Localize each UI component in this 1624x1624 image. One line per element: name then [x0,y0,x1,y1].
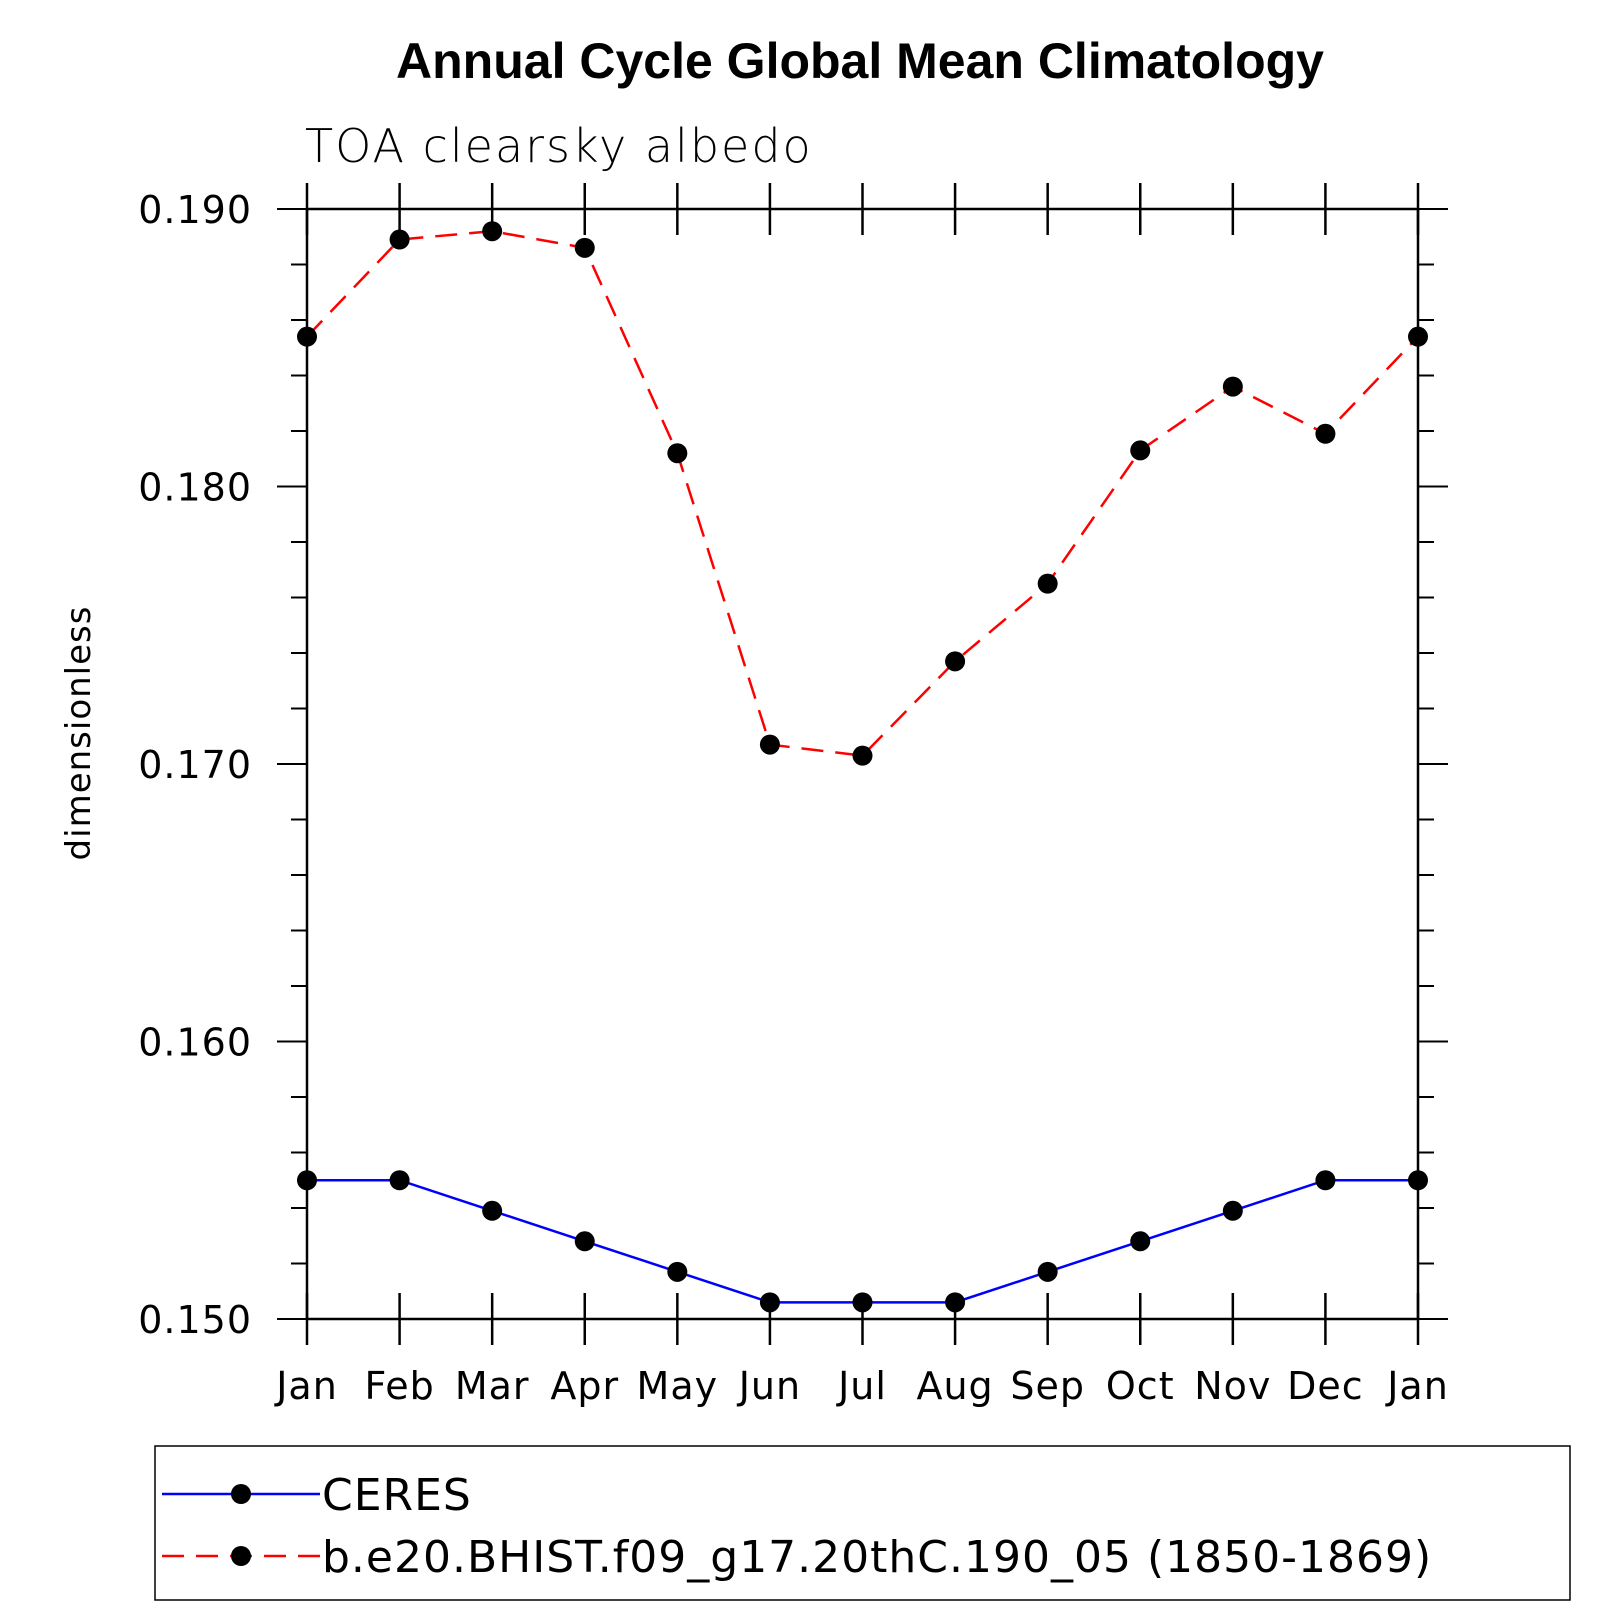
x-tick-label: Jan [1385,1364,1449,1408]
data-point [1315,423,1336,444]
legend-label: CERES [322,1470,472,1521]
data-point [852,745,873,766]
chart-title: Annual Cycle Global Mean Climatology [396,33,1324,89]
x-tick-label: Dec [1287,1364,1364,1408]
axes: Jan Feb Mar Apr May Jun Jul Aug Sep Oct Nov Dec Jan 0… [138,183,1449,1408]
data-point [297,326,317,347]
legend: CERES b.e20.BHIST.f09_g17.20thC.190_05 (1… [154,1445,1571,1601]
data-point [1315,1170,1336,1191]
data-point [945,1292,966,1313]
x-tick-label: Oct [1106,1364,1175,1408]
data-point [1130,1231,1151,1252]
data-point [759,1292,780,1313]
data-point [1037,573,1058,594]
x-tick-label: Jun [737,1364,801,1408]
data-point [1130,440,1151,461]
data-point [667,1261,688,1282]
y-tick-label: 0.170 [138,743,252,787]
data-point [759,734,780,755]
data-point [482,221,503,242]
legend-marker [231,1484,251,1504]
data-point [389,229,410,250]
x-tick-label: Jan [274,1364,338,1408]
data-point [852,1292,873,1313]
y-tick-label: 0.180 [138,466,252,510]
data-point [482,1200,503,1221]
data-point [1408,1170,1428,1191]
series-layer [297,221,1428,1313]
data-point [389,1170,410,1191]
y-axis-label: dimensionless [59,606,99,861]
y-tick-label: 0.190 [138,188,252,232]
data-point [667,443,688,464]
x-tick-label: Mar [455,1364,530,1408]
x-tick-label: Sep [1010,1364,1085,1408]
series-line [307,1179,1418,1304]
x-tick-label: Jul [836,1364,887,1408]
data-point [1037,1261,1058,1282]
y-tick-label: 0.160 [138,1021,252,1065]
legend-box [154,1445,1571,1601]
x-tick-label: Nov [1194,1364,1271,1408]
x-tick-label: Feb [364,1364,434,1408]
data-point [1222,376,1243,397]
x-tick-label: Apr [550,1364,619,1408]
series-line [306,229,1419,757]
legend-marker [231,1546,251,1566]
x-tick-label: Aug [916,1364,993,1408]
legend-label: b.e20.BHIST.f09_g17.20thC.190_05 (1850-1… [322,1532,1432,1583]
data-point [297,1170,317,1191]
data-point [945,651,966,672]
data-point [574,1231,595,1252]
series-ceres [297,1170,1428,1313]
data-point [1222,1200,1243,1221]
data-point [574,237,595,258]
y-tick-label: 0.150 [138,1298,252,1342]
x-tick-label: May [637,1364,719,1408]
data-point [1408,326,1428,347]
series-model [297,221,1428,766]
chart-subtitle: TOA clearsky albedo [305,119,813,173]
